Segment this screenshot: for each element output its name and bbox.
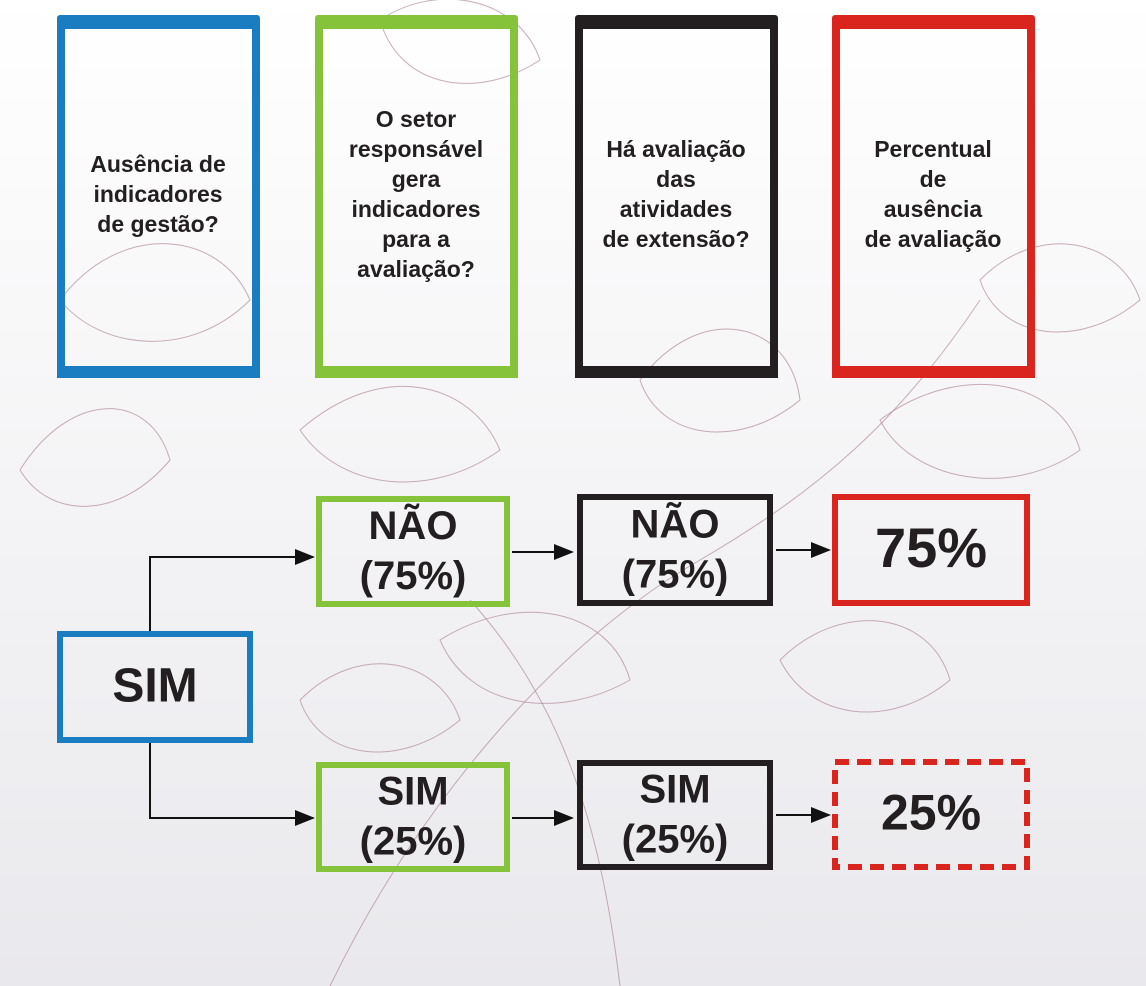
header-text: Percentual: [874, 136, 992, 162]
node-text: (25%): [360, 820, 467, 864]
header-text: responsável: [349, 136, 483, 162]
header-text: gera: [392, 166, 441, 192]
header-text: Há avaliação: [606, 136, 745, 162]
diagram: Ausência de indicadores de gestão? O setor r…: [0, 0, 1146, 986]
header-text: para a: [382, 226, 450, 252]
header-text: ausência: [884, 196, 983, 222]
node-text: (75%): [360, 554, 467, 598]
node-text: SIM: [639, 768, 710, 812]
header-text: O setor: [376, 106, 457, 132]
header-text: atividades: [620, 196, 733, 222]
node-text: NÃO: [369, 502, 458, 548]
header-bottom-bar: [57, 366, 260, 378]
header-top-bar: [575, 15, 778, 29]
header-text: de extensão?: [603, 226, 750, 252]
header-text: das: [656, 166, 696, 192]
header-text: indicadores: [351, 196, 480, 222]
header-text: avaliação?: [357, 256, 475, 282]
node-text: (25%): [622, 818, 729, 862]
header-top-bar: [832, 15, 1035, 29]
node-text: 25%: [881, 785, 981, 841]
header-text: indicadores: [93, 181, 222, 207]
header-bottom-bar: [832, 366, 1035, 378]
header-bottom-bar: [315, 366, 518, 378]
node-text: SIM: [112, 660, 197, 713]
node-text: 75%: [875, 516, 987, 579]
header-top-bar: [57, 15, 260, 29]
node-text: (75%): [622, 553, 729, 597]
header-text: de: [920, 166, 947, 192]
node-text: NÃO: [631, 501, 720, 547]
header-top-bar: [315, 15, 518, 29]
header-bottom-bar: [575, 366, 778, 378]
header-text: Ausência de: [90, 151, 226, 177]
header-text: de gestão?: [97, 211, 218, 237]
node-text: SIM: [377, 770, 448, 814]
header-text: de avaliação: [865, 226, 1002, 252]
